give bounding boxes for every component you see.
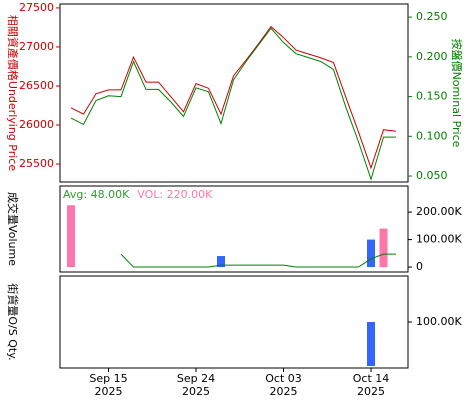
y-axis-title: 相關資產價格Underlying Price [6, 15, 20, 171]
y-axis-title: 成交量Volume [6, 192, 20, 266]
y-tick-label: 100.00K [416, 315, 462, 328]
y-tick-label: 200.00K [416, 205, 462, 218]
y-axis-title: 街貨量O/S Qty. [6, 283, 20, 360]
y2-tick-label: 0.050 [416, 169, 448, 182]
y2-tick-label: 0.200 [416, 50, 448, 63]
y2-tick-label: 0.250 [416, 10, 448, 23]
legend-text: VOL: 220.00K [137, 188, 213, 201]
bar [367, 239, 375, 268]
price-line [70, 25, 397, 170]
y-tick-label: 100.00K [416, 233, 462, 246]
y-tick-label: 25500 [19, 157, 54, 170]
x-tick-label: Oct 03 2025 [265, 372, 302, 398]
bar [67, 205, 75, 268]
bar [379, 228, 388, 268]
y-tick-label: 27000 [19, 40, 54, 53]
panel-frame [59, 3, 409, 183]
y-tick-label: 26000 [19, 118, 54, 131]
y2-axis-title: 按盤價Nominal Price [450, 39, 464, 148]
y-tick-label: 27500 [19, 1, 54, 14]
bar [367, 322, 375, 367]
y-tick-label: 26500 [19, 79, 54, 92]
y-tick-label: 0 [416, 260, 423, 273]
panel-frame [59, 185, 409, 273]
x-tick-label: Sep 15 2025 [89, 372, 127, 398]
bar [217, 256, 225, 268]
x-tick-label: Sep 24 2025 [177, 372, 215, 398]
price-line [70, 27, 396, 181]
y2-tick-label: 0.150 [416, 90, 448, 103]
avg-line [120, 253, 396, 268]
y2-tick-label: 0.100 [416, 129, 448, 142]
x-tick-label: Oct 14 2025 [353, 372, 390, 398]
legend-text: Avg: 48.00K [63, 188, 130, 201]
panel-frame [59, 275, 409, 369]
